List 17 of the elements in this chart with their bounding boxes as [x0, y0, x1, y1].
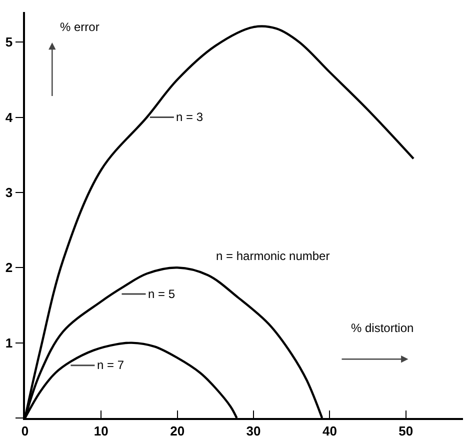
annotation: n = harmonic number — [216, 249, 330, 263]
y-tick-label: 5 — [5, 34, 13, 50]
y-tick-label: 1 — [5, 335, 13, 350]
x-tick-label: 0 — [21, 423, 29, 438]
x-tick-label: 40 — [322, 423, 337, 438]
x-tick-label: 20 — [170, 423, 185, 438]
y-tick-label: 3 — [5, 184, 13, 200]
annotation: n = 3 — [176, 110, 204, 124]
x-tick-label: 30 — [246, 423, 261, 438]
y-tick-label: 4 — [5, 110, 14, 125]
y-tick-label: 2 — [5, 260, 13, 276]
x-tick-label: 50 — [398, 423, 414, 438]
annotation: n = 7 — [97, 358, 124, 372]
x-tick-label: 10 — [94, 423, 108, 438]
annotation: n = 5 — [148, 287, 176, 301]
y-axis-title: % error — [60, 20, 100, 34]
x-axis-title: % distortion — [351, 321, 414, 335]
